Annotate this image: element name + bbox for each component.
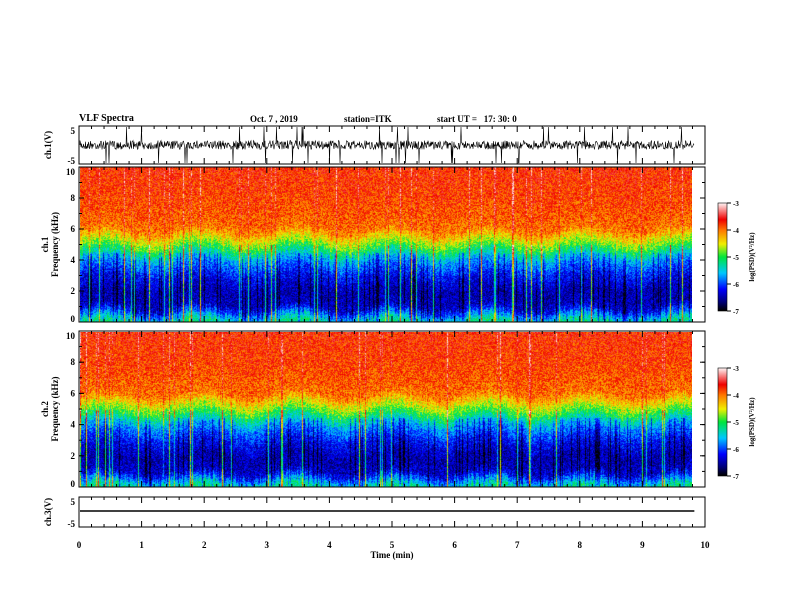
- colorbar-tick-label: -4: [733, 227, 739, 235]
- x-tick-label: 5: [390, 540, 395, 550]
- y-tick-label: 4: [71, 420, 76, 430]
- colorbar-label: log(PSD)(V²/Hz): [748, 397, 756, 447]
- colorbar-tick-label: -4: [733, 392, 739, 400]
- y-tick-label: 10: [66, 167, 76, 177]
- x-tick-label: 4: [327, 540, 332, 550]
- colorbar-tick-label: -5: [733, 419, 739, 427]
- y-tick-label: 0: [71, 479, 76, 489]
- colorbar-frame: [717, 367, 728, 477]
- x-tick-label: 1: [139, 540, 144, 550]
- ch2-spectrogram: [80, 332, 692, 487]
- ch1-waveform: [79, 126, 695, 164]
- x-tick-label: 8: [578, 540, 583, 550]
- colorbar-tick-label: -7: [733, 308, 739, 316]
- y-tick-label: -5: [68, 519, 76, 529]
- y-tick-label: 8: [71, 193, 76, 203]
- y-tick-label: 6: [71, 224, 76, 234]
- y-tick-label: 5: [71, 497, 76, 507]
- date-label: Oct. 7 , 2019: [250, 114, 298, 124]
- ch1-spectrogram: [80, 167, 692, 322]
- y-tick-label: -5: [68, 156, 76, 166]
- x-tick-label: 2: [202, 540, 207, 550]
- x-axis-label: Time (min): [370, 550, 413, 560]
- colorbar-label: log(PSD)(V²/Hz): [748, 232, 756, 282]
- y-tick-label: 0: [71, 314, 76, 324]
- y-tick-label: 2: [71, 451, 76, 461]
- station-label: station=ITK: [344, 114, 392, 124]
- y-tick-label: 8: [71, 357, 76, 367]
- colorbar-tick-label: -6: [733, 281, 739, 289]
- y-axis-label-channel: ch.2: [40, 401, 50, 417]
- ch1-colorbar: [718, 203, 727, 311]
- y-tick-label: 10: [66, 331, 76, 341]
- panel-frame: [78, 330, 706, 488]
- y-axis-label-channel: ch.1: [40, 236, 50, 252]
- y-axis-label: ch.1(V): [43, 131, 53, 159]
- colorbar-tick-label: -5: [733, 254, 739, 262]
- plot-title: VLF Spectra: [79, 113, 134, 124]
- colorbar-tick-label: -7: [733, 473, 739, 481]
- colorbar-tick-label: -3: [733, 200, 739, 208]
- x-tick-label: 9: [640, 540, 645, 550]
- start-time-label: start UT = 17: 30: 0: [437, 114, 517, 124]
- y-axis-label: ch.3(V): [43, 498, 53, 526]
- ch2-colorbar: [718, 368, 727, 476]
- colorbar-tick-label: -3: [733, 365, 739, 373]
- colorbar-frame: [717, 202, 728, 312]
- y-axis-label-frequency: Frequency (kHz): [50, 376, 60, 441]
- x-tick-label: 10: [701, 540, 711, 550]
- panel-frame: [78, 166, 706, 323]
- y-tick-label: 4: [71, 255, 76, 265]
- x-tick-label: 0: [77, 540, 82, 550]
- x-tick-label: 7: [515, 540, 520, 550]
- colorbar-tick-label: -6: [733, 446, 739, 454]
- y-tick-label: 6: [71, 388, 76, 398]
- x-tick-label: 3: [265, 540, 270, 550]
- y-tick-label: 5: [71, 126, 76, 136]
- x-tick-label: 6: [452, 540, 457, 550]
- y-axis-label-frequency: Frequency (kHz): [50, 212, 60, 277]
- y-tick-label: 2: [71, 286, 76, 296]
